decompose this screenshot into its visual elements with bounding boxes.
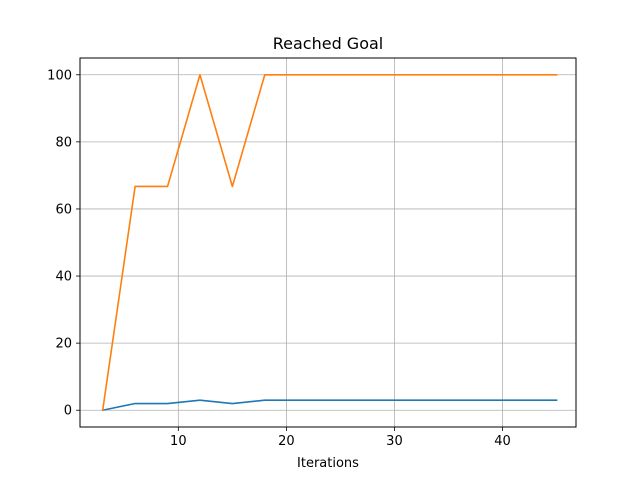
- x-tick-label: 30: [386, 434, 403, 449]
- x-tick-label: 10: [170, 434, 187, 449]
- y-tick-label: 100: [47, 68, 72, 83]
- y-tick-label: 40: [55, 270, 72, 285]
- x-tick-label: 20: [278, 434, 295, 449]
- x-tick-label: 40: [494, 434, 511, 449]
- y-tick-label: 0: [64, 404, 72, 419]
- series-line-1: [101, 399, 558, 412]
- series-line-2: [101, 73, 558, 412]
- y-tick-label: 60: [55, 202, 72, 217]
- plot-frame: [79, 57, 577, 428]
- x-axis-ticks: 10 20 30 40: [170, 427, 511, 449]
- y-tick-label: 80: [55, 135, 72, 150]
- series-lines: [101, 73, 558, 412]
- y-axis-ticks: 0 20 40 60 80 100: [47, 68, 80, 419]
- grid-lines: [80, 58, 576, 427]
- chart-title: Reached Goal: [273, 34, 384, 53]
- x-axis-label: Iterations: [297, 456, 359, 471]
- y-tick-label: 20: [55, 337, 72, 352]
